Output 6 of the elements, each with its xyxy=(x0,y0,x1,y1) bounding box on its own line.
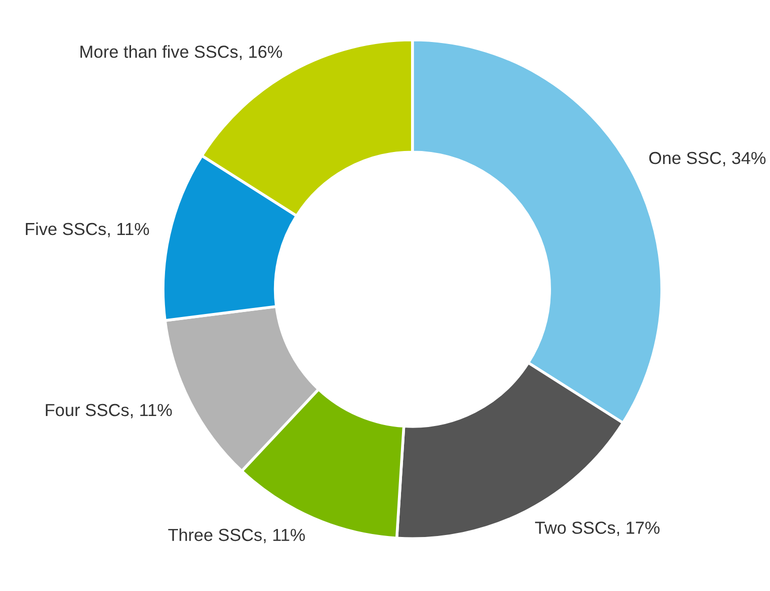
slice-label: Two SSCs, 17% xyxy=(535,522,660,536)
slice-label: More than five SSCs, 16% xyxy=(80,45,282,60)
slice-label: Three SSCs, 11% xyxy=(168,528,305,544)
slice-label: Five SSCs, 11% xyxy=(26,222,149,238)
slice-label: One SSC, 34% xyxy=(649,152,766,166)
slice-label: Four SSCs, 11% xyxy=(46,404,172,418)
